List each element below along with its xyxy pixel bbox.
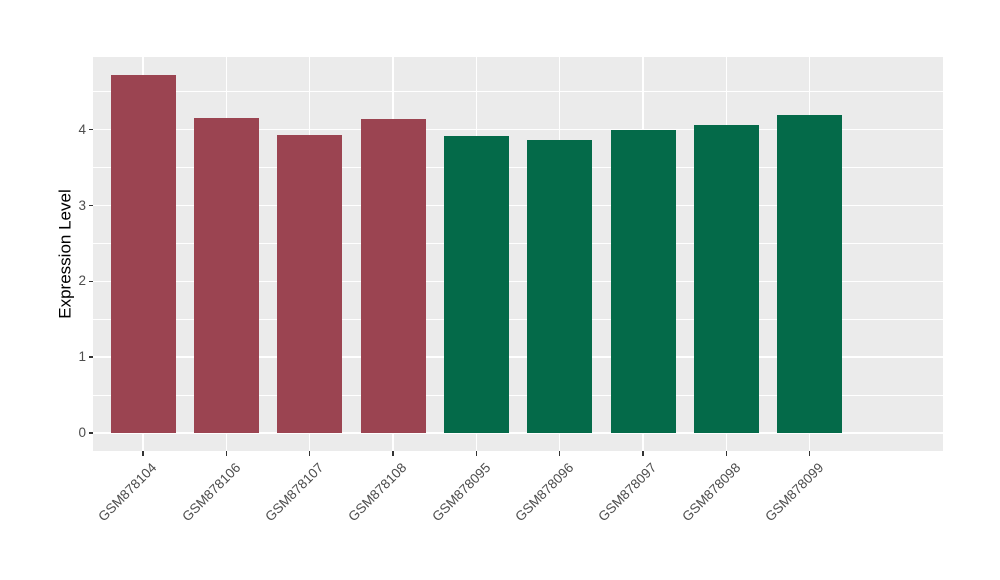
x-axis-tick (308, 451, 311, 456)
x-axis-tick (725, 451, 728, 456)
x-tick-label: GSM878097 (595, 460, 660, 525)
bar-GSM878106 (193, 117, 259, 433)
bar-GSM878096 (527, 140, 593, 433)
gridline-minor-y (93, 394, 943, 396)
bar-GSM878095 (443, 135, 509, 433)
x-axis-tick (142, 451, 144, 456)
y-axis-tick (89, 204, 93, 207)
gridline-major-y (93, 356, 943, 358)
bar-GSM878108 (360, 119, 426, 433)
y-tick-label: 0 (78, 424, 86, 440)
y-tick-label: 2 (78, 273, 86, 289)
gridline-minor-y (93, 167, 943, 169)
x-tick-label: GSM878099 (762, 460, 827, 525)
y-axis-tick (89, 280, 93, 282)
y-tick-label: 1 (78, 349, 86, 365)
gridline-minor-y (93, 242, 943, 244)
bar-GSM878099 (777, 114, 843, 433)
x-tick-label: GSM878107 (262, 460, 327, 525)
x-tick-label: GSM878106 (178, 460, 243, 525)
y-axis-tick (89, 432, 93, 434)
x-axis-tick (558, 451, 561, 456)
y-axis-tick (89, 356, 93, 358)
x-tick-label: GSM878108 (345, 460, 410, 525)
gridline-minor-y (93, 91, 943, 93)
bar-GSM878107 (277, 135, 343, 433)
x-tick-label: GSM878096 (512, 460, 577, 525)
gridline-major-y (93, 432, 943, 434)
x-axis-tick (642, 451, 644, 456)
y-axis-title-box: Expression Level (42, 57, 90, 451)
bar-GSM878098 (693, 125, 759, 433)
y-tick-label: 3 (78, 197, 86, 213)
y-tick-label: 4 (78, 121, 86, 137)
bar-GSM878097 (610, 130, 676, 433)
gridline-minor-y (93, 318, 943, 320)
x-tick-label: GSM878104 (95, 460, 160, 525)
bar-GSM878104 (110, 75, 176, 433)
x-axis-tick (392, 451, 394, 456)
gridline-major-y (93, 280, 943, 282)
x-axis-tick (475, 451, 478, 456)
y-axis-tick (89, 129, 93, 131)
plot-panel (93, 57, 943, 451)
x-axis-tick (808, 451, 811, 456)
x-tick-label: GSM878095 (428, 460, 493, 525)
gridline-major-y (93, 204, 943, 207)
x-tick-label: GSM878098 (678, 460, 743, 525)
gridline-major-y (93, 129, 943, 131)
x-axis-tick (225, 451, 228, 456)
